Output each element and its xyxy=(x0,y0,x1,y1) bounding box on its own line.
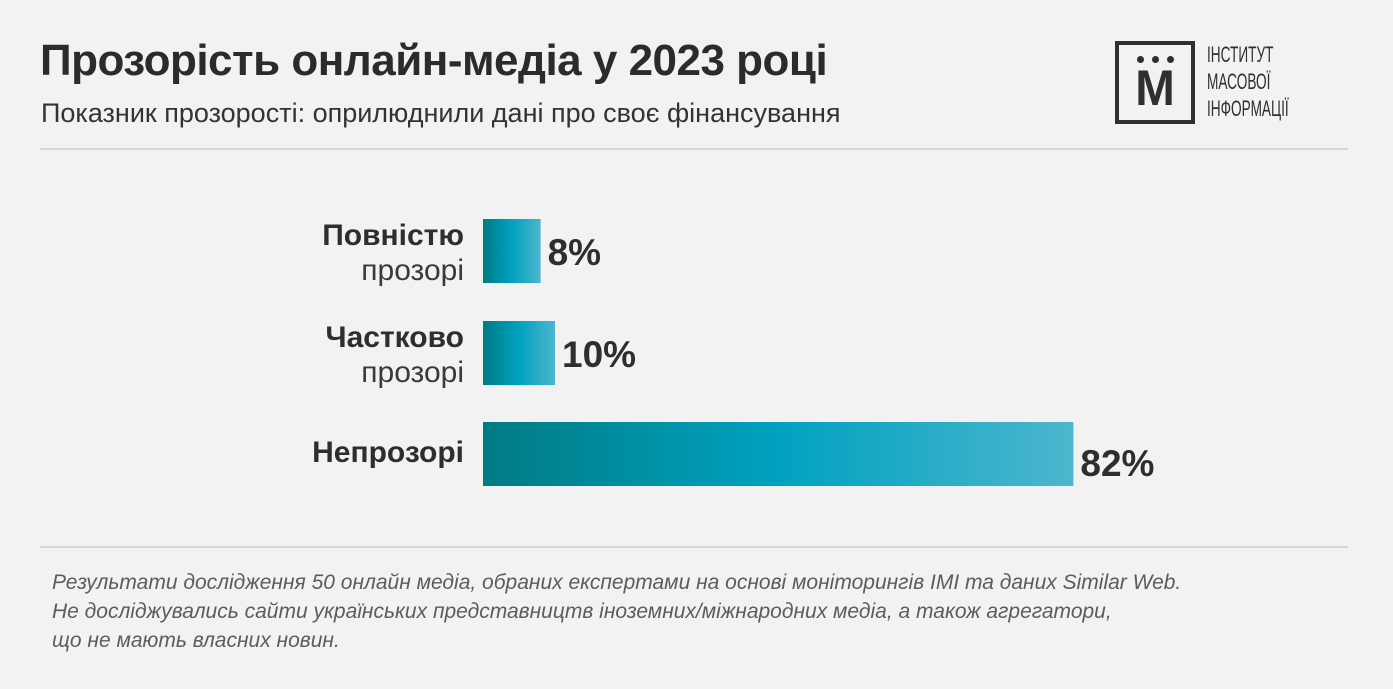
logo-line: ІНФОРМАЦІЇ xyxy=(1207,96,1289,121)
header-divider xyxy=(40,148,1348,150)
logo-line: ІНСТИТУТ xyxy=(1207,42,1274,67)
logo-dot-icon xyxy=(1152,56,1159,63)
value-label: 82% xyxy=(1080,443,1154,484)
bar-1 xyxy=(483,219,541,283)
footnote-line: Результати дослідження 50 онлайн медіа, … xyxy=(52,571,1182,594)
logo-line: МАСОВОЇ xyxy=(1207,69,1271,94)
value-label: 8% xyxy=(548,232,601,273)
page-title: Прозорість онлайн-медіа у 2023 році xyxy=(40,36,828,85)
footnote: Результати дослідження 50 онлайн медіа, … xyxy=(52,568,1181,655)
footer-divider xyxy=(40,546,1348,548)
category-label: Непрозорі xyxy=(312,436,464,469)
page-subtitle: Показник прозорості: оприлюднили дані пр… xyxy=(41,98,841,128)
category-sublabel: прозорі xyxy=(361,254,464,287)
footnote-line: Не досліджувались сайти українських пред… xyxy=(52,600,1112,623)
bar-2 xyxy=(483,321,555,385)
logo-box: М xyxy=(1115,41,1195,124)
value-label: 10% xyxy=(562,334,636,375)
logo-text: ІНСТИТУТ МАСОВОЇ ІНФОРМАЦІЇ xyxy=(1207,41,1289,122)
imi-logo: М ІНСТИТУТ МАСОВОЇ ІНФОРМАЦІЇ xyxy=(1115,41,1315,131)
category-label: Повністю xyxy=(322,219,464,252)
logo-dot-icon xyxy=(1137,56,1144,63)
logo-mark: М xyxy=(1135,60,1175,116)
category-sublabel: прозорі xyxy=(361,356,464,389)
bar-3 xyxy=(483,422,1074,486)
footnote-line: що не мають власних новин. xyxy=(52,629,340,652)
category-label: Частково xyxy=(326,321,464,354)
logo-dot-icon xyxy=(1167,56,1174,63)
